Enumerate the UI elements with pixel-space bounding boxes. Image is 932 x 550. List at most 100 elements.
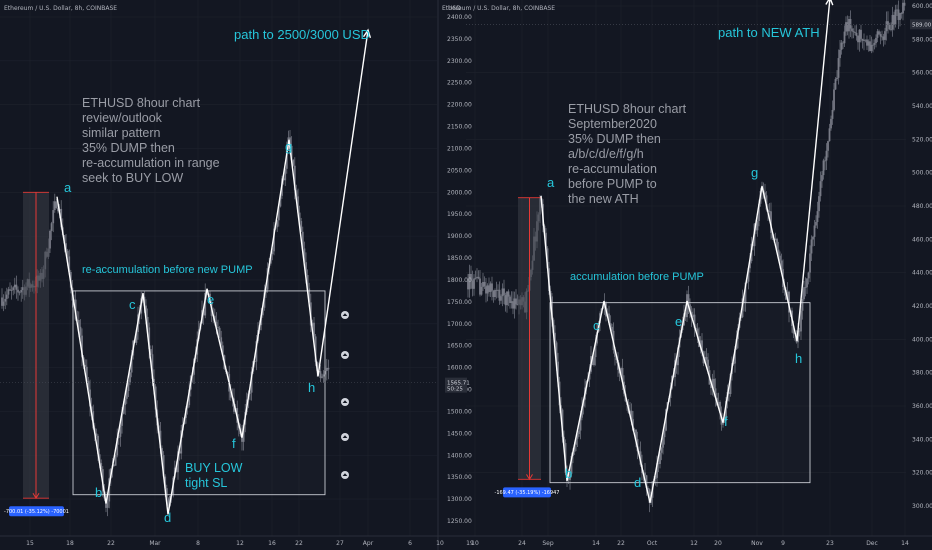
candle-body <box>7 289 10 295</box>
x-tick-label: 12 <box>236 540 244 547</box>
candle-body <box>551 296 553 320</box>
candle-body <box>770 211 772 233</box>
candle-body <box>803 287 805 300</box>
candle-body <box>662 437 664 448</box>
y-tick-label: 600.00 <box>912 3 932 10</box>
x-tick-label: 10 <box>436 540 444 547</box>
candle-body <box>833 89 835 110</box>
candle-body <box>647 487 649 490</box>
wave-label-d: d <box>634 475 641 490</box>
candle-body <box>608 313 610 324</box>
candle-body <box>836 77 838 80</box>
candle-body <box>21 287 24 291</box>
candle-body <box>873 43 876 45</box>
candle-body <box>297 196 299 213</box>
candle-body <box>68 256 71 272</box>
note-line: 35% DUMP then <box>82 141 175 155</box>
candle-body <box>289 137 291 146</box>
candle-body <box>693 314 696 328</box>
y-tick-label: 2050.00 <box>447 167 472 174</box>
wave-label-b: b <box>95 485 102 500</box>
candle-body <box>594 343 597 358</box>
event-marker-glyph <box>342 313 348 316</box>
candle-body <box>175 467 178 473</box>
note-line: re-accumulation in range <box>82 156 220 170</box>
dump-measure-label: -700.01 (-35.12%) -70001 <box>4 509 69 515</box>
candle-body <box>204 292 207 316</box>
candle-body <box>510 301 513 303</box>
x-tick-label: 22 <box>107 540 115 547</box>
x-tick-label: 18 <box>66 540 74 547</box>
candle-body <box>127 382 130 391</box>
y-tick-label: 1300.00 <box>447 496 472 503</box>
event-marker-glyph <box>342 400 348 403</box>
y-tick-label: 2300.00 <box>447 58 472 65</box>
candle-body <box>573 444 576 452</box>
candle-body <box>675 360 678 366</box>
candle-body <box>89 389 91 407</box>
candle-body <box>714 388 717 398</box>
wave-label-g: g <box>285 139 292 154</box>
candle-body <box>506 291 508 306</box>
candle-body <box>710 384 712 389</box>
x-tick-label: 8 <box>196 540 200 547</box>
candle-body <box>884 31 886 40</box>
y-tick-label: 2400.00 <box>447 14 472 21</box>
candle-body <box>167 498 170 506</box>
left-time-axis: 15 18 22 Mar 8 12 16 22 27 Apr 6 10 19 <box>26 540 474 547</box>
candle-body <box>834 79 837 90</box>
candle-body <box>66 250 69 257</box>
wave-label-e: e <box>207 292 214 307</box>
y-tick-label: 1500.00 <box>447 408 472 415</box>
candle-body <box>665 409 667 431</box>
x-tick-label: 9 <box>781 540 785 547</box>
candle-body <box>470 273 472 281</box>
candle-body <box>810 239 813 254</box>
y-tick-label: 2250.00 <box>447 80 472 87</box>
candle-body <box>837 58 840 78</box>
y-tick-label: 1850.00 <box>447 255 472 262</box>
candle-body <box>468 273 471 290</box>
candle-body <box>516 304 519 306</box>
candle-body <box>831 109 834 119</box>
candle-body <box>654 477 657 479</box>
candle-body <box>717 401 720 406</box>
candle-body <box>687 294 690 305</box>
x-tick-label: 22 <box>617 540 625 547</box>
candle-body <box>284 168 287 181</box>
range-note: accumulation before PUMP <box>570 271 704 283</box>
wave-label-a: a <box>547 175 555 190</box>
candle-body <box>581 406 583 418</box>
candle-body <box>557 361 559 382</box>
candle-body <box>800 310 802 332</box>
candle-body <box>609 323 612 327</box>
candle-body <box>575 438 577 445</box>
candle-body <box>729 373 732 395</box>
candle-body <box>576 434 579 439</box>
x-tick-label: Sep <box>542 540 554 547</box>
candle-body <box>507 291 510 297</box>
candle-body <box>560 405 562 410</box>
candle-body <box>765 195 768 210</box>
candle-body <box>5 294 8 299</box>
candle-body <box>474 277 477 279</box>
bar-countdown-label: 50:25 <box>447 387 463 393</box>
candle-body <box>122 405 125 414</box>
candle-body <box>659 452 661 464</box>
x-tick-label: 27 <box>336 540 344 547</box>
note-line: re-accumulation <box>568 162 657 176</box>
candle-body <box>869 41 871 51</box>
y-tick-label: 300.00 <box>912 503 932 510</box>
candle-body <box>97 435 99 455</box>
y-tick-label: 1350.00 <box>447 474 472 481</box>
candle-body <box>843 31 846 44</box>
candle-body <box>285 149 288 169</box>
right-symbol-title: Ethereum / U.S. Dollar, 8h, COINBASE <box>442 5 555 12</box>
wave-label-h: h <box>795 351 802 366</box>
candle-body <box>569 473 571 480</box>
candle-body <box>221 345 224 356</box>
candle-body <box>896 9 898 11</box>
candle-body <box>154 386 157 410</box>
wave-label-e: e <box>675 314 682 329</box>
candle-body <box>561 409 564 437</box>
